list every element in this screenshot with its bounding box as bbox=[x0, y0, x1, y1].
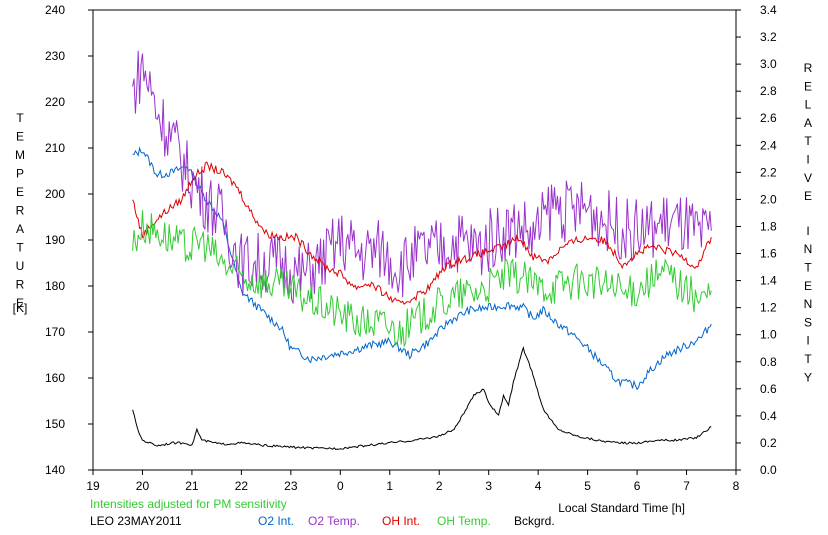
y-right-tick-label: 1.0 bbox=[760, 328, 777, 342]
y-right-tick-label: 0.4 bbox=[760, 409, 777, 423]
axis-label-letter: E bbox=[16, 296, 24, 310]
legend-entry: O2 Int. bbox=[258, 514, 294, 528]
x-tick-label: 0 bbox=[337, 479, 344, 493]
y-left-tick-label: 140 bbox=[45, 463, 65, 477]
y-right-tick-label: 1.4 bbox=[760, 274, 777, 288]
legend-entry: O2 Temp. bbox=[308, 514, 360, 528]
x-tick-label: 20 bbox=[136, 479, 150, 493]
series-line-o2-temp bbox=[132, 50, 712, 304]
axis-label-letter: E bbox=[804, 189, 812, 203]
y-left-tick-label: 240 bbox=[45, 3, 65, 17]
y-left-tick-label: 180 bbox=[45, 279, 65, 293]
axis-label-letter: I bbox=[806, 224, 809, 238]
y-right-tick-label: 2.6 bbox=[760, 111, 777, 125]
y-right-tick-label: 0.8 bbox=[760, 355, 777, 369]
x-tick-label: 5 bbox=[584, 479, 591, 493]
y-right-tick-label: 2.8 bbox=[760, 84, 777, 98]
axis-label-letter: I bbox=[806, 334, 809, 348]
x-tick-label: 21 bbox=[185, 479, 199, 493]
y-right-tick-label: 1.6 bbox=[760, 247, 777, 261]
y-left-tick-label: 230 bbox=[45, 49, 65, 63]
legend-entry: OH Temp. bbox=[437, 514, 491, 528]
axis-label-letter: E bbox=[804, 279, 812, 293]
y-right-tick-label: 0.0 bbox=[760, 463, 777, 477]
axis-label-letter: A bbox=[804, 116, 812, 130]
y-axis-right: 0.0 0.2 0.4 0.6 0.8 1.0 1.2 1.4 1.6 1.8 2.0 2.2 2.4 2… bbox=[736, 3, 777, 477]
axis-label-letter: N bbox=[804, 242, 813, 256]
axis-label-letter: E bbox=[16, 130, 24, 144]
x-tick-label: 22 bbox=[235, 479, 249, 493]
y-right-tick-label: 2.4 bbox=[760, 138, 777, 152]
legend-entry: Bckgrd. bbox=[514, 514, 555, 528]
y-left-tick-label: 160 bbox=[45, 371, 65, 385]
axis-label-letter: U bbox=[16, 259, 25, 273]
x-tick-label: 23 bbox=[284, 479, 298, 493]
axis-label-letter: Y bbox=[804, 370, 812, 384]
axis-label-letter: A bbox=[16, 222, 24, 236]
series-layer bbox=[132, 50, 712, 450]
series-line-bckgrd bbox=[132, 345, 712, 450]
legend: O2 Int. O2 Temp. OH Int. OH Temp. Bckgrd. bbox=[258, 514, 555, 528]
y-right-tick-label: 0.6 bbox=[760, 382, 777, 396]
axis-label-letter: T bbox=[16, 241, 24, 255]
x-tick-label: 4 bbox=[535, 479, 542, 493]
y-right-tick-label: 0.2 bbox=[760, 436, 777, 450]
axis-label-letter: L bbox=[805, 98, 812, 112]
axis-label-letter: V bbox=[804, 171, 812, 185]
axis-label-letter: T bbox=[16, 111, 24, 125]
axis-label-letter: T bbox=[804, 352, 812, 366]
series-line-o2-int bbox=[132, 146, 712, 391]
y-right-tick-label: 1.8 bbox=[760, 219, 777, 233]
y-right-tick-label: 3.4 bbox=[760, 3, 777, 17]
y-left-tick-label: 200 bbox=[45, 187, 65, 201]
axis-label-letter: N bbox=[804, 297, 813, 311]
axis-label-letter: S bbox=[804, 315, 812, 329]
y-right-tick-label: 3.0 bbox=[760, 57, 777, 71]
y-left-tick-label: 170 bbox=[45, 325, 65, 339]
x-tick-label: 3 bbox=[485, 479, 492, 493]
x-tick-label: 1 bbox=[386, 479, 393, 493]
axis-label-letter: T bbox=[804, 134, 812, 148]
x-tick-label: 2 bbox=[436, 479, 443, 493]
axis-label-letter: P bbox=[16, 167, 24, 181]
axis-label-letter: E bbox=[16, 185, 24, 199]
y-axis-left: 140 150 160 170 180 190 200 210 220 230 240 bbox=[45, 3, 93, 477]
y-right-tick-label: 2.2 bbox=[760, 165, 777, 179]
y-left-tick-label: 150 bbox=[45, 417, 65, 431]
axis-label-letter: I bbox=[806, 153, 809, 167]
axis-label-letter: R bbox=[16, 278, 25, 292]
x-tick-label: 6 bbox=[634, 479, 641, 493]
axis-label-letter: R bbox=[804, 61, 813, 75]
x-tick-label: 19 bbox=[86, 479, 100, 493]
axis-label-letter: M bbox=[15, 148, 25, 162]
axis-label-letter: E bbox=[804, 79, 812, 93]
x-tick-label: 8 bbox=[733, 479, 740, 493]
x-tick-label: 7 bbox=[683, 479, 690, 493]
x-axis: 19 20 21 22 23 0 1 2 3 4 5 6 7 8 bbox=[86, 470, 740, 493]
y-right-tick-label: 2.0 bbox=[760, 192, 777, 206]
x-axis-label: Local Standard Time [h] bbox=[558, 501, 685, 515]
series-line-oh-temp bbox=[132, 210, 712, 348]
sensitivity-note: Intensities adjusted for PM sensitivity bbox=[90, 497, 287, 511]
y-left-tick-label: 190 bbox=[45, 233, 65, 247]
y-right-tick-label: 1.2 bbox=[760, 301, 777, 315]
series-line-oh-int bbox=[132, 161, 712, 305]
axis-label-letter: R bbox=[16, 204, 25, 218]
y-left-tick-label: 220 bbox=[45, 95, 65, 109]
y-right-tick-label: 3.2 bbox=[760, 30, 777, 44]
y-left-tick-label: 210 bbox=[45, 141, 65, 155]
site-label: LEO 23MAY2011 bbox=[90, 514, 182, 528]
axis-label-letter: T bbox=[804, 260, 812, 274]
y-axis-left-unit: [K] bbox=[13, 301, 28, 315]
legend-entry: OH Int. bbox=[382, 514, 420, 528]
